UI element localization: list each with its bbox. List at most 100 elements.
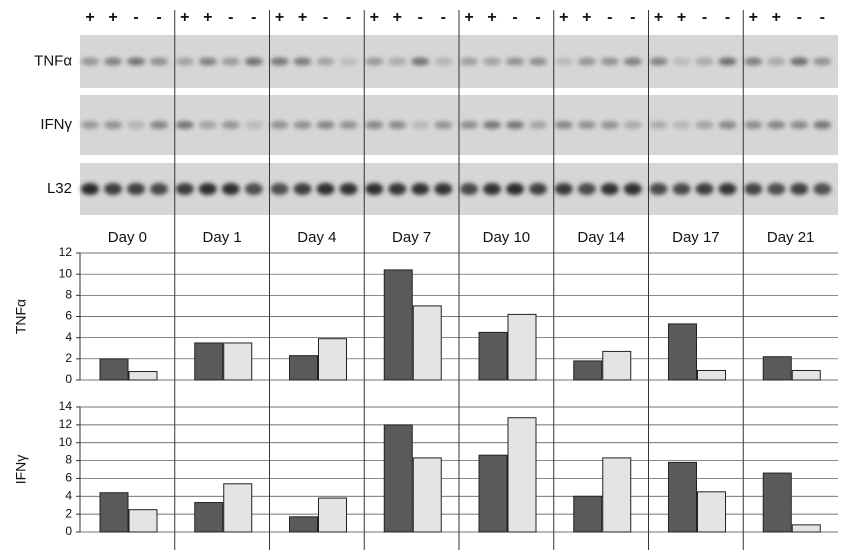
lane-sign: + [582,9,591,26]
blot-band [650,58,668,66]
category-label: Day 17 [672,229,720,246]
bar [319,498,347,532]
blot-band [317,58,335,66]
lane-sign: - [133,9,138,26]
bar [508,314,536,380]
blot-band [813,183,831,195]
lane-sign: + [370,9,379,26]
blot-band [81,183,99,195]
lane-sign: + [85,9,94,26]
blot-band [813,121,831,129]
lane-sign: - [323,9,328,26]
blot-band [601,58,619,66]
lane-sign: - [441,9,446,26]
blot-band [411,121,429,129]
blot-band [388,183,406,195]
lane-sign: - [725,9,730,26]
blot-band [434,183,452,195]
blot-band [150,183,168,195]
lane-sign: - [607,9,612,26]
blot-band [294,58,312,66]
blot-label: IFNγ [40,116,72,133]
blot-band [199,183,217,195]
blot-band [245,183,263,195]
lane-sign: + [559,9,568,26]
blot-band [411,58,429,66]
blot-band [624,183,642,195]
lane-sign: - [630,9,635,26]
blot-band [460,183,478,195]
lane-sign: + [298,9,307,26]
blot-band [555,58,573,66]
blot-band [365,121,383,129]
lane-sign: + [487,9,496,26]
blot-band [222,58,240,66]
lane-sign: + [108,9,117,26]
blot-band [744,121,762,129]
blot-band [150,58,168,66]
blot-band [365,183,383,195]
blot-band [790,183,808,195]
blot-band [483,121,501,129]
blot-band [340,121,358,129]
blot-band [601,183,619,195]
bar [290,517,318,532]
y-tick-label: 4 [65,330,72,344]
blot-band [245,121,263,129]
bar [195,503,223,532]
category-label: Day 21 [767,229,815,246]
y-tick-label: 8 [65,453,72,467]
blot-band [411,183,429,195]
blot-band [434,58,452,66]
bar [413,458,441,532]
y-tick-label: 12 [59,245,73,259]
blot-band [317,183,335,195]
bar [792,370,820,380]
blot-band [317,121,335,129]
lane-sign: - [228,9,233,26]
blot-band [673,183,691,195]
lane-sign: + [203,9,212,26]
category-label: Day 7 [392,229,431,246]
y-tick-label: 8 [65,288,72,302]
blot-band [365,58,383,66]
blot-band [529,183,547,195]
lane-sign: - [418,9,423,26]
blot-band [340,183,358,195]
lane-sign: - [251,9,256,26]
y-tick-label: 12 [59,417,73,431]
blot-band [388,58,406,66]
blot-band [744,58,762,66]
y-tick-label: 4 [65,488,72,502]
blot-band [719,121,737,129]
lane-sign: + [180,9,189,26]
bar [384,270,412,380]
blot-band [271,121,289,129]
blot-band [624,58,642,66]
category-label: Day 0 [108,229,147,246]
blot-band [601,121,619,129]
blot-band [245,58,263,66]
bar [479,455,507,532]
blot-band [81,58,99,66]
blot-band [222,183,240,195]
blot-band [506,58,524,66]
blot-band [578,58,596,66]
bar [508,418,536,532]
blot-band [506,183,524,195]
blot-band [529,58,547,66]
blot-band [271,58,289,66]
bar [603,351,631,380]
blot-band [294,183,312,195]
category-label: Day 1 [203,229,242,246]
bar [195,343,223,380]
blot-band [673,121,691,129]
blot-band [104,121,122,129]
blot-band [555,183,573,195]
bar [669,324,697,380]
blot-band [744,183,762,195]
blot-band [813,58,831,66]
y-tick-label: 14 [59,399,73,413]
blot-band [222,121,240,129]
blot-band [578,183,596,195]
